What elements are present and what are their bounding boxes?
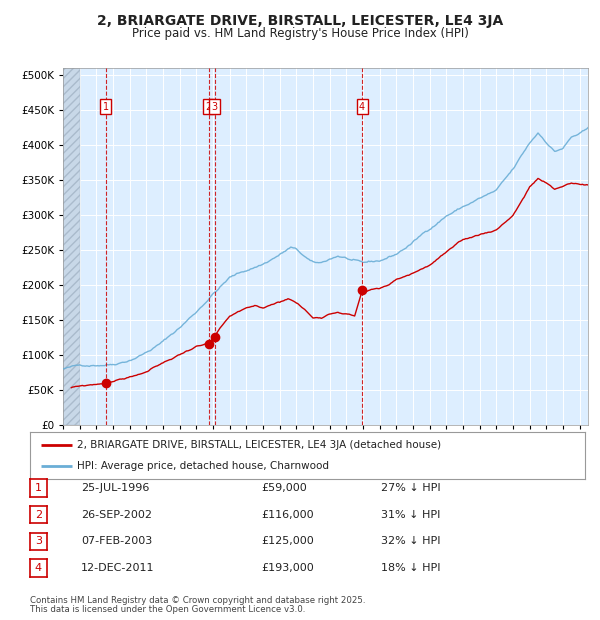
Text: 1: 1 xyxy=(103,102,109,112)
Text: 2: 2 xyxy=(205,102,212,112)
Text: 3: 3 xyxy=(212,102,218,112)
Text: 3: 3 xyxy=(35,536,42,546)
Text: 31% ↓ HPI: 31% ↓ HPI xyxy=(381,510,440,520)
Text: HPI: Average price, detached house, Charnwood: HPI: Average price, detached house, Char… xyxy=(77,461,329,471)
Text: 4: 4 xyxy=(35,563,42,573)
Text: 32% ↓ HPI: 32% ↓ HPI xyxy=(381,536,440,546)
Text: 1: 1 xyxy=(35,483,42,493)
Text: 26-SEP-2002: 26-SEP-2002 xyxy=(81,510,152,520)
Text: 2, BRIARGATE DRIVE, BIRSTALL, LEICESTER, LE4 3JA (detached house): 2, BRIARGATE DRIVE, BIRSTALL, LEICESTER,… xyxy=(77,440,442,450)
Text: 07-FEB-2003: 07-FEB-2003 xyxy=(81,536,152,546)
Text: 2: 2 xyxy=(35,510,42,520)
Text: 12-DEC-2011: 12-DEC-2011 xyxy=(81,563,155,573)
Text: 25-JUL-1996: 25-JUL-1996 xyxy=(81,483,149,493)
Text: This data is licensed under the Open Government Licence v3.0.: This data is licensed under the Open Gov… xyxy=(30,604,305,614)
Text: 4: 4 xyxy=(359,102,365,112)
Text: 2, BRIARGATE DRIVE, BIRSTALL, LEICESTER, LE4 3JA: 2, BRIARGATE DRIVE, BIRSTALL, LEICESTER,… xyxy=(97,14,503,28)
Text: 18% ↓ HPI: 18% ↓ HPI xyxy=(381,563,440,573)
Text: £59,000: £59,000 xyxy=(261,483,307,493)
Text: £125,000: £125,000 xyxy=(261,536,314,546)
Text: 27% ↓ HPI: 27% ↓ HPI xyxy=(381,483,440,493)
Text: Contains HM Land Registry data © Crown copyright and database right 2025.: Contains HM Land Registry data © Crown c… xyxy=(30,596,365,605)
Text: £193,000: £193,000 xyxy=(261,563,314,573)
Text: £116,000: £116,000 xyxy=(261,510,314,520)
Text: Price paid vs. HM Land Registry's House Price Index (HPI): Price paid vs. HM Land Registry's House … xyxy=(131,27,469,40)
